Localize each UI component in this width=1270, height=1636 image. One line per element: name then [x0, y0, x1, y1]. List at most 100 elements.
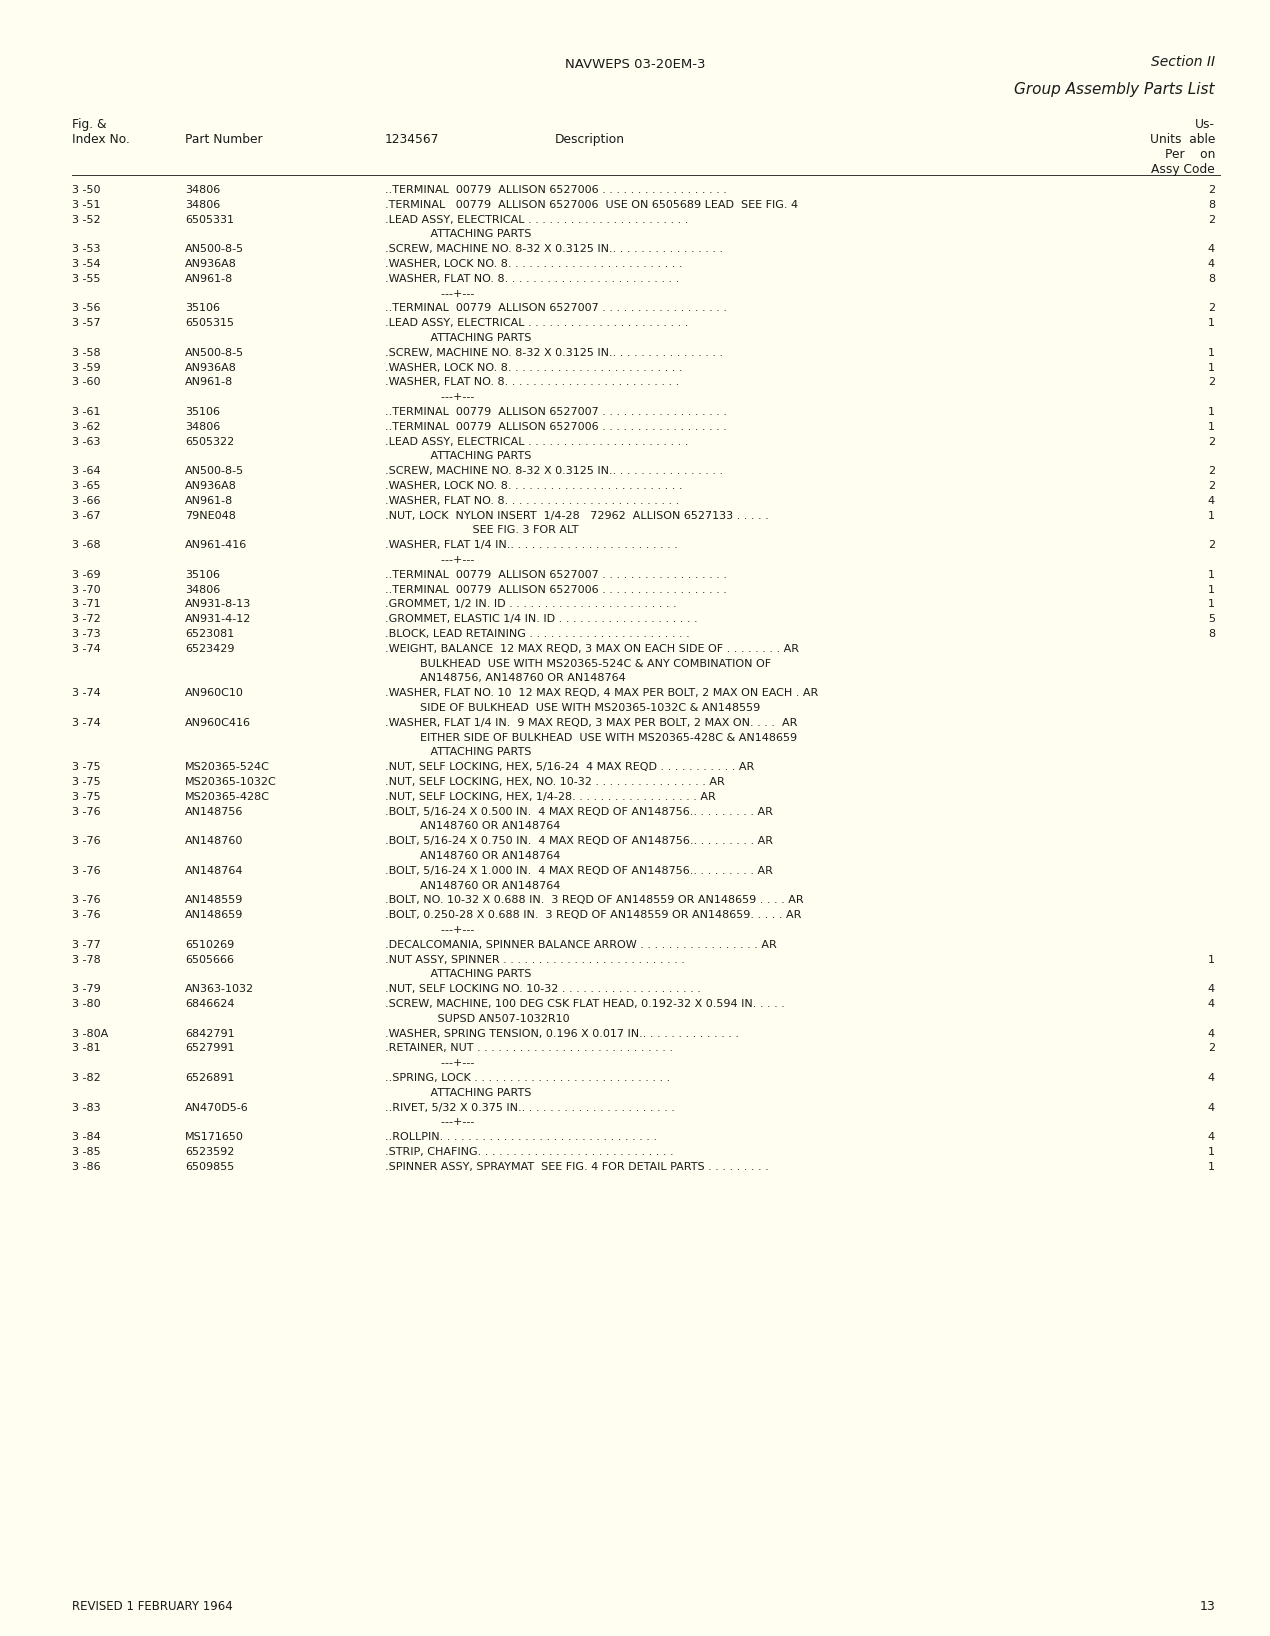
Text: Fig. &: Fig. &	[72, 118, 107, 131]
Text: .WEIGHT, BALANCE  12 MAX REQD, 3 MAX ON EACH SIDE OF . . . . . . . . AR: .WEIGHT, BALANCE 12 MAX REQD, 3 MAX ON E…	[385, 645, 799, 654]
Text: ..TERMINAL  00779  ALLISON 6527007 . . . . . . . . . . . . . . . . . .: ..TERMINAL 00779 ALLISON 6527007 . . . .…	[385, 303, 726, 314]
Text: Description: Description	[555, 133, 625, 146]
Text: .NUT, LOCK  NYLON INSERT  1/4-28   72962  ALLISON 6527133 . . . . .: .NUT, LOCK NYLON INSERT 1/4-28 72962 ALL…	[385, 510, 768, 520]
Text: BULKHEAD  USE WITH MS20365-524C & ANY COMBINATION OF: BULKHEAD USE WITH MS20365-524C & ANY COM…	[385, 659, 771, 669]
Text: 6526891: 6526891	[185, 1073, 235, 1083]
Text: 35106: 35106	[185, 303, 220, 314]
Text: 35106: 35106	[185, 407, 220, 417]
Text: AN960C10: AN960C10	[185, 689, 244, 699]
Text: ..TERMINAL  00779  ALLISON 6527007 . . . . . . . . . . . . . . . . . .: ..TERMINAL 00779 ALLISON 6527007 . . . .…	[385, 569, 726, 579]
Text: .DECALCOMANIA, SPINNER BALANCE ARROW . . . . . . . . . . . . . . . . . AR: .DECALCOMANIA, SPINNER BALANCE ARROW . .…	[385, 939, 777, 951]
Text: 2: 2	[1208, 185, 1215, 195]
Text: AN960C416: AN960C416	[185, 718, 251, 728]
Text: 2: 2	[1208, 437, 1215, 447]
Text: 1: 1	[1208, 1147, 1215, 1157]
Text: 1: 1	[1208, 407, 1215, 417]
Text: 1: 1	[1208, 1162, 1215, 1171]
Text: 3 -76: 3 -76	[72, 865, 100, 875]
Text: 8: 8	[1208, 628, 1215, 640]
Text: .GROMMET, 1/2 IN. ID . . . . . . . . . . . . . . . . . . . . . . . .: .GROMMET, 1/2 IN. ID . . . . . . . . . .…	[385, 599, 677, 609]
Text: 3 -81: 3 -81	[72, 1044, 100, 1054]
Text: 1: 1	[1208, 954, 1215, 965]
Text: 3 -80A: 3 -80A	[72, 1029, 108, 1039]
Text: ATTACHING PARTS: ATTACHING PARTS	[385, 229, 531, 239]
Text: 3 -76: 3 -76	[72, 807, 100, 816]
Text: 2: 2	[1208, 214, 1215, 224]
Text: .BLOCK, LEAD RETAINING . . . . . . . . . . . . . . . . . . . . . . .: .BLOCK, LEAD RETAINING . . . . . . . . .…	[385, 628, 690, 640]
Text: AN363-1032: AN363-1032	[185, 985, 254, 995]
Text: AN961-8: AN961-8	[185, 378, 234, 388]
Text: .STRIP, CHAFING. . . . . . . . . . . . . . . . . . . . . . . . . . . .: .STRIP, CHAFING. . . . . . . . . . . . .…	[385, 1147, 673, 1157]
Text: Section II: Section II	[1151, 56, 1215, 69]
Text: 6523429: 6523429	[185, 645, 235, 654]
Text: 1: 1	[1208, 363, 1215, 373]
Text: AN500-8-5: AN500-8-5	[185, 244, 244, 254]
Text: 3 -80: 3 -80	[72, 1000, 100, 1009]
Text: 3 -79: 3 -79	[72, 985, 100, 995]
Text: ---+---: ---+---	[385, 1117, 475, 1127]
Text: 4: 4	[1208, 1073, 1215, 1083]
Text: ---+---: ---+---	[385, 288, 475, 299]
Text: ---+---: ---+---	[385, 393, 475, 402]
Text: 1234567: 1234567	[385, 133, 439, 146]
Text: 2: 2	[1208, 378, 1215, 388]
Text: AN961-416: AN961-416	[185, 540, 248, 550]
Text: 3 -74: 3 -74	[72, 718, 100, 728]
Text: .TERMINAL   00779  ALLISON 6527006  USE ON 6505689 LEAD  SEE FIG. 4: .TERMINAL 00779 ALLISON 6527006 USE ON 6…	[385, 200, 798, 209]
Text: 3 -65: 3 -65	[72, 481, 100, 491]
Text: 3 -64: 3 -64	[72, 466, 100, 476]
Text: 1: 1	[1208, 317, 1215, 329]
Text: 13: 13	[1199, 1600, 1215, 1613]
Text: Units  able: Units able	[1149, 133, 1215, 146]
Text: .WASHER, FLAT 1/4 IN.  9 MAX REQD, 3 MAX PER BOLT, 2 MAX ON. . . .  AR: .WASHER, FLAT 1/4 IN. 9 MAX REQD, 3 MAX …	[385, 718, 798, 728]
Text: .SCREW, MACHINE NO. 8-32 X 0.3125 IN.. . . . . . . . . . . . . . . .: .SCREW, MACHINE NO. 8-32 X 0.3125 IN.. .…	[385, 244, 723, 254]
Text: .LEAD ASSY, ELECTRICAL . . . . . . . . . . . . . . . . . . . . . . .: .LEAD ASSY, ELECTRICAL . . . . . . . . .…	[385, 437, 688, 447]
Text: 35106: 35106	[185, 569, 220, 579]
Text: ATTACHING PARTS: ATTACHING PARTS	[385, 334, 531, 344]
Text: .NUT, SELF LOCKING, HEX, NO. 10-32 . . . . . . . . . . . . . . . . AR: .NUT, SELF LOCKING, HEX, NO. 10-32 . . .…	[385, 777, 725, 787]
Text: ..TERMINAL  00779  ALLISON 6527006 . . . . . . . . . . . . . . . . . .: ..TERMINAL 00779 ALLISON 6527006 . . . .…	[385, 584, 726, 594]
Text: 3 -59: 3 -59	[72, 363, 100, 373]
Text: 3 -61: 3 -61	[72, 407, 100, 417]
Text: 8: 8	[1208, 273, 1215, 283]
Text: SUPSD AN507-1032R10: SUPSD AN507-1032R10	[385, 1014, 570, 1024]
Text: AN961-8: AN961-8	[185, 273, 234, 283]
Text: AN936A8: AN936A8	[185, 481, 237, 491]
Text: .BOLT, 5/16-24 X 0.750 IN.  4 MAX REQD OF AN148756.. . . . . . . . . AR: .BOLT, 5/16-24 X 0.750 IN. 4 MAX REQD OF…	[385, 836, 773, 846]
Text: .BOLT, 0.250-28 X 0.688 IN.  3 REQD OF AN148559 OR AN148659. . . . . AR: .BOLT, 0.250-28 X 0.688 IN. 3 REQD OF AN…	[385, 910, 801, 919]
Text: 3 -76: 3 -76	[72, 910, 100, 919]
Text: AN148760: AN148760	[185, 836, 244, 846]
Text: .BOLT, NO. 10-32 X 0.688 IN.  3 REQD OF AN148559 OR AN148659 . . . . AR: .BOLT, NO. 10-32 X 0.688 IN. 3 REQD OF A…	[385, 895, 804, 905]
Text: 34806: 34806	[185, 422, 220, 432]
Text: 3 -53: 3 -53	[72, 244, 100, 254]
Text: 8: 8	[1208, 200, 1215, 209]
Text: 6505331: 6505331	[185, 214, 234, 224]
Text: Part Number: Part Number	[185, 133, 263, 146]
Text: 4: 4	[1208, 496, 1215, 506]
Text: AN148659: AN148659	[185, 910, 244, 919]
Text: AN470D5-6: AN470D5-6	[185, 1103, 249, 1112]
Text: 6523081: 6523081	[185, 628, 234, 640]
Text: AN931-4-12: AN931-4-12	[185, 614, 251, 625]
Text: 4: 4	[1208, 1000, 1215, 1009]
Text: 4: 4	[1208, 244, 1215, 254]
Text: ATTACHING PARTS: ATTACHING PARTS	[385, 970, 531, 980]
Text: 4: 4	[1208, 258, 1215, 268]
Text: Index No.: Index No.	[72, 133, 130, 146]
Text: 34806: 34806	[185, 185, 220, 195]
Text: 3 -57: 3 -57	[72, 317, 100, 329]
Text: ATTACHING PARTS: ATTACHING PARTS	[385, 748, 531, 757]
Text: ..TERMINAL  00779  ALLISON 6527007 . . . . . . . . . . . . . . . . . .: ..TERMINAL 00779 ALLISON 6527007 . . . .…	[385, 407, 726, 417]
Text: .SCREW, MACHINE NO. 8-32 X 0.3125 IN.. . . . . . . . . . . . . . . .: .SCREW, MACHINE NO. 8-32 X 0.3125 IN.. .…	[385, 466, 723, 476]
Text: 3 -58: 3 -58	[72, 348, 100, 358]
Text: .LEAD ASSY, ELECTRICAL . . . . . . . . . . . . . . . . . . . . . . .: .LEAD ASSY, ELECTRICAL . . . . . . . . .…	[385, 317, 688, 329]
Text: 3 -62: 3 -62	[72, 422, 100, 432]
Text: .WASHER, FLAT NO. 8. . . . . . . . . . . . . . . . . . . . . . . . .: .WASHER, FLAT NO. 8. . . . . . . . . . .…	[385, 378, 679, 388]
Text: .BOLT, 5/16-24 X 0.500 IN.  4 MAX REQD OF AN148756.. . . . . . . . . AR: .BOLT, 5/16-24 X 0.500 IN. 4 MAX REQD OF…	[385, 807, 773, 816]
Text: ..RIVET, 5/32 X 0.375 IN.. . . . . . . . . . . . . . . . . . . . . .: ..RIVET, 5/32 X 0.375 IN.. . . . . . . .…	[385, 1103, 674, 1112]
Text: 1: 1	[1208, 599, 1215, 609]
Text: NAVWEPS 03-20EM-3: NAVWEPS 03-20EM-3	[565, 57, 705, 70]
Text: ---+---: ---+---	[385, 924, 475, 936]
Text: 3 -77: 3 -77	[72, 939, 100, 951]
Text: 1: 1	[1208, 348, 1215, 358]
